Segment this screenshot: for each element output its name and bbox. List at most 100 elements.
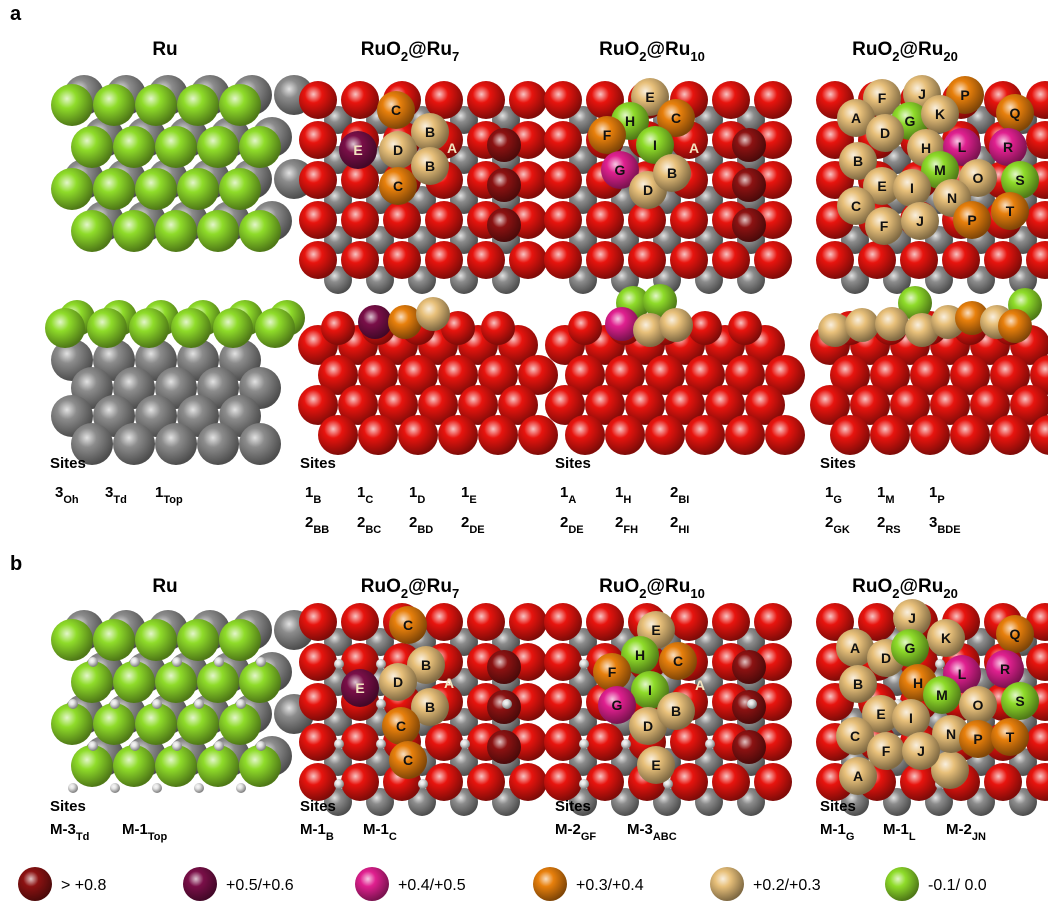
- text-part: 2: [670, 484, 678, 501]
- atom: [467, 241, 505, 279]
- atom: [487, 128, 521, 162]
- atom: [747, 699, 757, 709]
- atom: [411, 147, 449, 185]
- atom: [502, 699, 512, 709]
- atom: [341, 241, 379, 279]
- atom: [155, 423, 197, 465]
- text-part: 2: [461, 514, 469, 531]
- atom: [51, 703, 93, 745]
- atom: [93, 619, 135, 661]
- atom: [893, 169, 931, 207]
- atom: [712, 763, 750, 801]
- subscript: GK: [833, 524, 850, 536]
- text-part: RuO: [599, 39, 639, 60]
- atom: [376, 699, 386, 709]
- text-part: @Ru: [408, 576, 452, 597]
- atom-label: B: [425, 124, 435, 140]
- atom: [379, 167, 417, 205]
- atom-label: T: [1006, 729, 1015, 745]
- atom: [862, 695, 900, 733]
- atom: [875, 307, 909, 341]
- atom-label: F: [603, 127, 612, 143]
- atom: [579, 659, 589, 669]
- atom-label: S: [1015, 693, 1024, 709]
- text-part: @Ru: [408, 39, 452, 60]
- label: 1E: [461, 484, 477, 506]
- atom: [197, 210, 239, 252]
- atom: [579, 779, 589, 789]
- subscript: P: [937, 494, 944, 506]
- atom: [898, 286, 932, 320]
- atom: [1026, 763, 1048, 801]
- label: 1H: [615, 484, 631, 506]
- atom: [1030, 355, 1048, 395]
- atom: [688, 311, 722, 345]
- atom: [631, 671, 669, 709]
- subscript: DE: [469, 524, 484, 536]
- sites-heading: Sites: [300, 798, 336, 815]
- atom: [377, 91, 415, 129]
- subscript: FH: [623, 524, 638, 536]
- text-part: 2: [409, 514, 417, 531]
- atom: [586, 81, 624, 119]
- subscript: DE: [568, 524, 583, 536]
- subscript: H: [623, 494, 631, 506]
- atom: [586, 201, 624, 239]
- atom: [239, 661, 281, 703]
- atom: [685, 415, 725, 455]
- atom: [341, 669, 379, 707]
- label: RuO2@Ru7: [361, 576, 459, 601]
- atom: [585, 385, 625, 425]
- atom: [177, 84, 219, 126]
- text-part: @Ru: [647, 576, 691, 597]
- label: 2BD: [409, 514, 433, 536]
- atom: [135, 168, 177, 210]
- atom: [509, 241, 547, 279]
- atom: [830, 415, 870, 455]
- subscript: Top: [148, 831, 168, 843]
- atom: [754, 241, 792, 279]
- text-part: 1: [155, 484, 163, 501]
- atom-label: E: [876, 706, 885, 722]
- text-part: M-1: [300, 821, 326, 838]
- subscript: 10: [690, 586, 704, 601]
- atom-label: A: [850, 640, 860, 656]
- atom-label: T: [1006, 203, 1015, 219]
- atom-label: C: [403, 752, 413, 768]
- subscript: A: [568, 494, 576, 506]
- atom: [411, 113, 449, 151]
- atom: [621, 636, 659, 674]
- atom-label: C: [673, 653, 683, 669]
- atom: [892, 699, 930, 737]
- atom: [219, 168, 261, 210]
- subscript: B: [313, 494, 321, 506]
- label: M-1L: [883, 821, 916, 843]
- atom: [376, 659, 386, 669]
- atom: [389, 606, 427, 644]
- atom: [358, 415, 398, 455]
- atom: [712, 81, 750, 119]
- atom: [935, 659, 945, 669]
- text-part: 2: [560, 514, 568, 531]
- atom: [460, 739, 470, 749]
- atom: [438, 355, 478, 395]
- atom: [152, 783, 162, 793]
- atom: [219, 619, 261, 661]
- atom-label: B: [425, 699, 435, 715]
- atom: [113, 423, 155, 465]
- subscript: G: [833, 494, 842, 506]
- panel-label: b: [10, 553, 22, 575]
- text-part: RuO: [599, 576, 639, 597]
- atom: [712, 241, 750, 279]
- label: M-2GF: [555, 821, 596, 843]
- atom: [705, 739, 715, 749]
- atom: [837, 99, 875, 137]
- subscript: 2: [892, 49, 899, 64]
- text-part: 1: [929, 484, 937, 501]
- atom: [996, 94, 1034, 132]
- atom: [866, 114, 904, 152]
- atom: [670, 201, 708, 239]
- text-part: M-2: [946, 821, 972, 838]
- atom-label: D: [393, 142, 403, 158]
- atom-label: J: [917, 743, 925, 759]
